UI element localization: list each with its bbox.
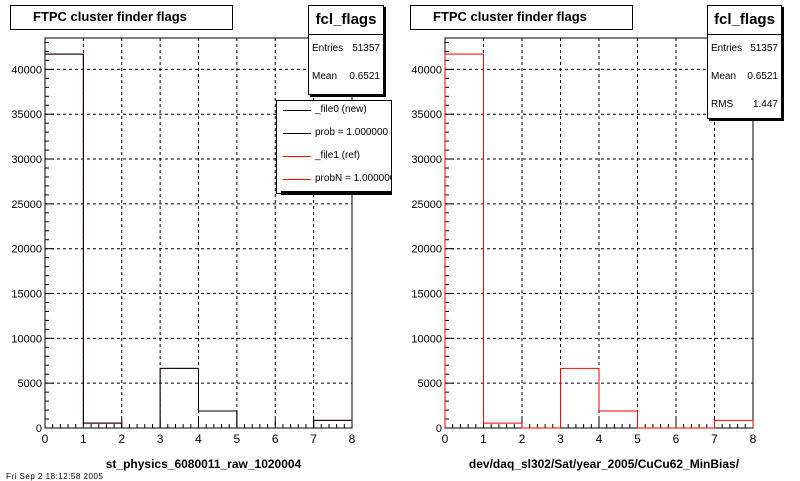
stats-key: Entries <box>711 43 743 54</box>
panel-2-x-tick-label: 3 <box>557 432 564 446</box>
panel-2-stats-name: fcl_flags <box>708 6 781 35</box>
stats-value: 0.6521 <box>747 71 778 82</box>
panel-2-title: FTPC cluster finder flags <box>410 5 633 30</box>
legend-swatch <box>283 156 311 157</box>
panel-1-y-tick-label: 0 <box>36 423 42 435</box>
panel-1-x-tick-label: 2 <box>118 432 125 446</box>
stats-value: 51357 <box>750 43 778 54</box>
panel-1-y-tick-label: 35000 <box>11 109 42 121</box>
panel-2-stats-row-mean: Mean 0.6521 <box>711 71 778 85</box>
panel-2-x-tick-label: 0 <box>442 432 449 446</box>
panel-1-stats-name: fcl_flags <box>309 6 383 35</box>
panel-2-histogram-series <box>444 53 754 429</box>
legend-item: prob = 1.000000 <box>277 124 391 144</box>
panel-2-y-tick-label: 40000 <box>411 64 442 76</box>
panel-2-stats-row-entries: Entries 51357 <box>711 43 778 57</box>
panel-1-title-text: FTPC cluster finder flags <box>33 9 187 24</box>
footer-timestamp: Fri Sep 2 18:12:58 2005 <box>6 472 104 481</box>
stats-value: 51357 <box>352 43 380 54</box>
panel-2-x-tick-label: 5 <box>634 432 641 446</box>
panel-1-y-tick-label: 40000 <box>11 64 42 76</box>
panel-2-y-tick-label: 0 <box>436 423 442 435</box>
legend-label: prob = 1.000000 <box>315 127 389 138</box>
panel-2-x-tick-label: 4 <box>596 432 603 446</box>
stats-value: 0.6521 <box>349 71 380 82</box>
panel-1-stats-row-entries: Entries 51357 <box>312 43 380 57</box>
panel-1-x-tick-label: 3 <box>157 432 164 446</box>
panel-1-x-axis-label: st_physics_6080011_raw_1020004 <box>106 457 302 471</box>
legend-label: probN = 1.000000 <box>315 173 392 184</box>
panel-2-y-tick-label: 10000 <box>411 333 442 345</box>
legend-item: _file1 (ref) <box>277 147 391 167</box>
panel-1-x-tick-label: 5 <box>234 432 241 446</box>
legend-label: _file1 (ref) <box>315 150 361 161</box>
stats-key: RMS <box>711 99 734 110</box>
stats-key: Entries <box>312 43 344 54</box>
panel-2-y-tick-label: 35000 <box>411 109 442 121</box>
panel-1-histogram-series <box>44 53 353 429</box>
panel-2-x-tick-label: 6 <box>673 432 680 446</box>
panel-2-y-tick-label: 15000 <box>411 289 442 301</box>
panel-2-y-tick-label: 25000 <box>411 199 442 211</box>
legend-item: probN = 1.000000 <box>277 170 392 190</box>
legend: _file0 (new) prob = 1.000000 _file1 (ref… <box>276 100 392 194</box>
panel-2-stats-row-rms: RMS 1.447 <box>711 99 778 113</box>
panel-1-y-tick-label: 20000 <box>11 244 42 256</box>
panel-1-stats-box: fcl_flags Entries 51357 Mean 0.6521 <box>308 5 384 95</box>
panel-2-x-tick-label: 1 <box>480 432 487 446</box>
panel-1-y-tick-label: 15000 <box>11 289 42 301</box>
panel-2-x-tick-label: 8 <box>750 432 757 446</box>
legend-swatch <box>283 133 311 134</box>
panel-1-x-tick-label: 8 <box>349 432 356 446</box>
panel-2-x-axis-label: dev/daq_sl302/Sat/year_2005/CuCu62_MinBi… <box>469 457 740 471</box>
panel-1-x-tick-label: 0 <box>42 432 49 446</box>
legend-swatch <box>283 179 311 180</box>
panel-1-y-tick-label: 30000 <box>11 154 42 166</box>
stats-key: Mean <box>312 71 338 82</box>
panel-2-y-tick-label: 30000 <box>411 154 442 166</box>
panel-2-x-tick-label: 2 <box>519 432 526 446</box>
stats-value: 1.447 <box>752 99 778 110</box>
legend-shadow <box>281 191 392 195</box>
panel-2-x-tick-label: 7 <box>711 432 718 446</box>
panel-1-y-tick-label: 5000 <box>18 378 42 390</box>
panel-1-x-tick-label: 1 <box>80 432 87 446</box>
panel-2-y-tick-label: 20000 <box>411 244 442 256</box>
stats-key: Mean <box>711 71 737 82</box>
legend-label: _file0 (new) <box>315 104 367 115</box>
legend-swatch <box>283 110 311 111</box>
panel-1-y-tick-label: 10000 <box>11 333 42 345</box>
panel-1-x-tick-label: 7 <box>310 432 317 446</box>
panel-1-title: FTPC cluster finder flags <box>10 5 233 30</box>
panel-2-title-text: FTPC cluster finder flags <box>433 9 587 24</box>
panel-2-y-tick-label: 5000 <box>418 378 442 390</box>
panel-2-stats-box: fcl_flags Entries 51357 Mean 0.6521 RMS … <box>707 5 782 119</box>
panel-1-y-tick-label: 25000 <box>11 199 42 211</box>
panel-1-x-tick-label: 4 <box>195 432 202 446</box>
legend-item: _file0 (new) <box>277 101 391 121</box>
panel-1-x-tick-label: 6 <box>272 432 279 446</box>
panel-1-stats-row-mean: Mean 0.6521 <box>312 71 380 85</box>
